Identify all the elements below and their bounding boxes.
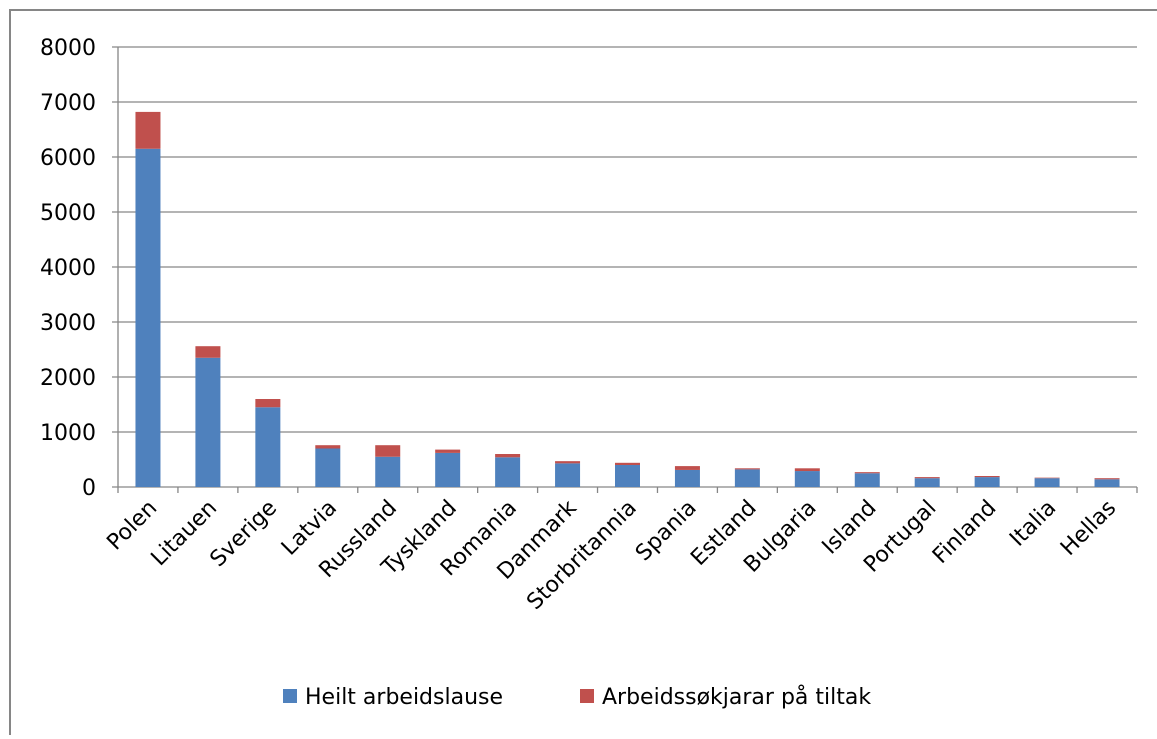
bar-segment [555,463,581,487]
y-tick-label: 5000 [40,201,96,226]
y-tick-label: 8000 [40,36,96,61]
legend-label: Heilt arbeidslause [305,685,503,710]
chart-frame [9,9,1157,739]
bar-segment [315,445,341,449]
y-tick-label: 7000 [40,91,96,116]
bar-segment [734,469,760,487]
bar-segment [315,448,341,487]
bar-segment [974,476,1000,478]
y-tick-label: 0 [82,476,96,501]
bar-segment [195,346,221,358]
bar-segment [135,148,161,487]
x-tick-label: Hellas [1056,496,1121,561]
bar-segment [135,111,161,149]
bar-segment [255,399,281,408]
bar-segment [794,471,820,487]
bar-segment [1034,477,1060,479]
bar-segment [375,456,401,487]
bar-segment [914,477,940,479]
bar-segment [794,468,820,472]
y-tick-label: 1000 [40,421,96,446]
bar-segment [674,469,700,487]
legend-swatch [283,689,297,703]
y-tick-label: 3000 [40,311,96,336]
bar-segment [195,357,221,487]
x-tick-label: Sverige [206,496,283,573]
bar-segment [255,407,281,487]
bar-segment [854,473,880,487]
legend-label: Arbeidssøkjarar på tiltak [602,684,871,710]
bar-segment [435,452,461,487]
bar-segment [914,478,940,487]
bar-segment [495,454,521,458]
bar-segment [674,466,700,470]
bar-segment [974,477,1000,487]
bar-segment [615,465,640,487]
y-tick-label: 4000 [40,256,96,281]
legend-swatch [580,689,594,703]
y-tick-label: 2000 [40,366,96,391]
x-tick-label: Finland [928,496,1001,569]
bar-segment [495,457,521,487]
bar-segment [1034,478,1060,487]
x-tick-label: Storbritannia [522,496,641,615]
bar-segment [734,468,760,470]
y-tick-label: 6000 [40,146,96,171]
x-tick-label: Italia [1005,496,1061,552]
bar-segment [1094,479,1120,487]
bar-segment [555,461,581,464]
bar-segment [375,445,401,457]
bar-segment [1094,478,1120,480]
bar-segment [854,472,880,474]
bar-segment [435,449,461,453]
bar-segment [615,462,640,465]
